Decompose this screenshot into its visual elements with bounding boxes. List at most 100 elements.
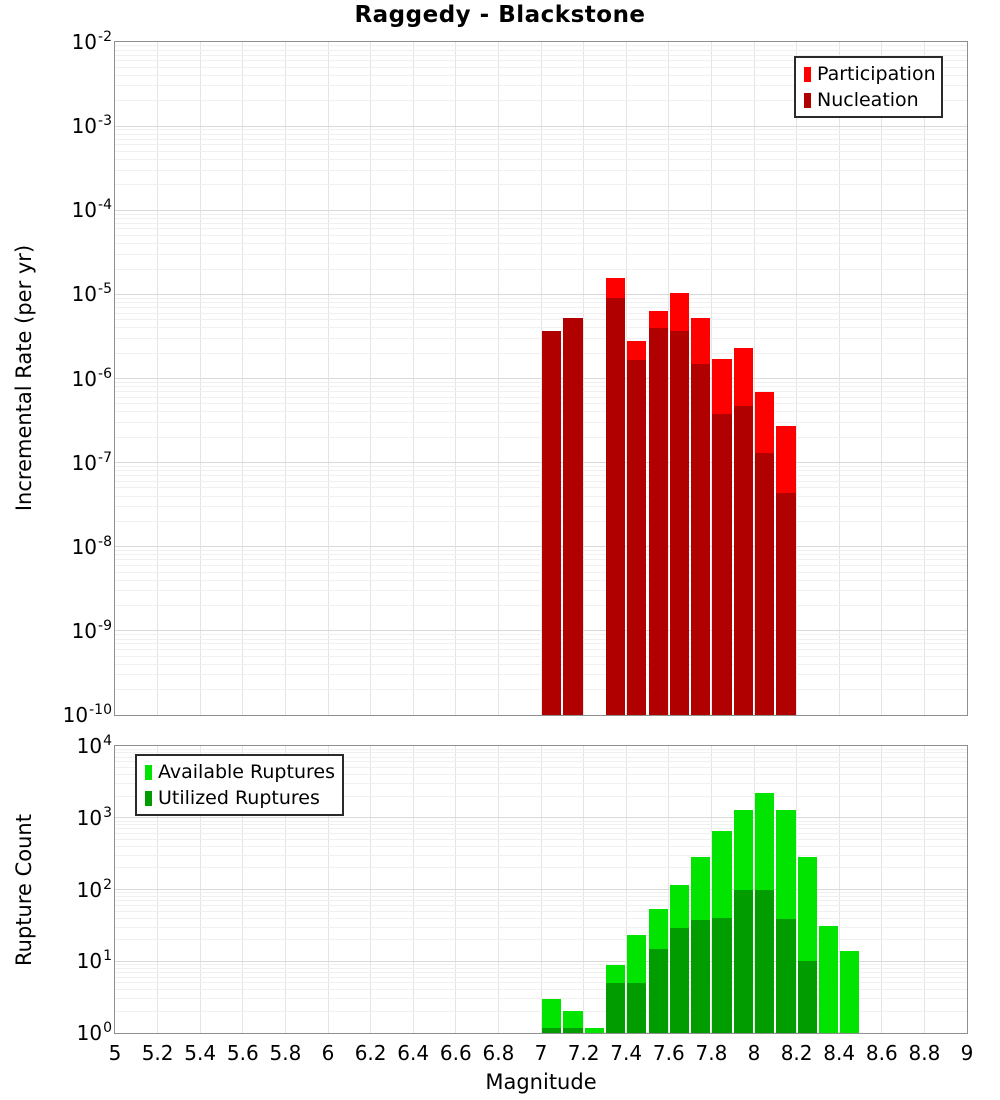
gridline-minor (115, 655, 967, 657)
gridline-minor (115, 904, 967, 906)
gridline-minor (115, 297, 967, 299)
x-tick-label: 8.4 (823, 1041, 856, 1065)
gridline-minor (115, 421, 967, 423)
gridline-minor (115, 828, 967, 830)
utilized-ruptures-bar (627, 982, 647, 1033)
gridline-minor (115, 571, 967, 573)
gridline-minor (115, 436, 967, 438)
y-tick-label: 10-10 (62, 702, 112, 727)
gridline-minor (115, 590, 967, 592)
x-tick-label: 7 (534, 1041, 548, 1065)
x-tick-label: 8.8 (908, 1041, 941, 1065)
gridline-minor (115, 892, 967, 894)
gridline-minor (115, 559, 967, 561)
gridline-minor (115, 964, 967, 966)
gridline-minor (115, 465, 967, 467)
x-tick-label: 6.6 (439, 1041, 472, 1065)
x-tick-label: 7.4 (610, 1041, 643, 1065)
nucleation-bar (563, 317, 583, 715)
utilized-ruptures-bar (669, 928, 690, 1033)
gridline-minor (115, 767, 967, 769)
gridline-minor (115, 337, 967, 339)
y-tick-label: 104 (76, 733, 112, 758)
x-tick-label: 6.4 (397, 1041, 430, 1065)
gridline-minor (115, 982, 967, 984)
legend-item-participation: Participation (804, 61, 936, 87)
gridline-minor (115, 495, 967, 497)
x-tick-label: 7.2 (567, 1041, 600, 1065)
legend-item-utilized-ruptures: Utilized Ruptures (145, 785, 334, 811)
gridline-minor (115, 900, 967, 902)
x-axis-title: Magnitude (485, 1070, 597, 1094)
gridline-minor (115, 634, 967, 636)
x-tick-label: 5.8 (269, 1041, 302, 1065)
gridline-minor (115, 564, 967, 566)
utilized-ruptures-bar (755, 890, 775, 1033)
gridline-major (115, 378, 967, 379)
y-tick-label: 10-6 (71, 365, 112, 391)
gridline-major (115, 546, 967, 548)
y-tick-label: 10-9 (71, 617, 112, 643)
gridline-minor (115, 228, 967, 230)
gridline-major (115, 293, 967, 295)
available-ruptures-bar (542, 998, 562, 1033)
x-tick-label: 6 (321, 1041, 335, 1065)
y-tick-label: 10-4 (71, 197, 112, 223)
x-tick-label: 5.2 (141, 1041, 174, 1065)
gridline-minor (115, 268, 967, 270)
y-tick-label: 102 (76, 876, 112, 902)
utilized-ruptures-bar (712, 918, 732, 1033)
y-tick-label: 10-2 (71, 29, 112, 54)
gridline-minor (115, 480, 967, 482)
nucleation-bar (755, 453, 775, 715)
gridline-minor (115, 411, 967, 413)
y-tick-label: 10-5 (71, 281, 112, 307)
available-ruptures-bar (840, 950, 860, 1033)
gridline-minor (115, 49, 967, 51)
gridline-minor (115, 752, 967, 754)
x-tick-label: 8 (747, 1041, 761, 1065)
gridline-minor (115, 66, 967, 68)
incremental-rate-plot-area (114, 41, 968, 716)
gridline-minor (115, 638, 967, 640)
gridline-minor (115, 910, 967, 912)
gridline-minor (115, 579, 967, 581)
gridline-minor (115, 475, 967, 477)
gridline-minor (115, 998, 967, 1000)
legend-label-participation: Participation (817, 63, 936, 85)
utilized-ruptures-bar (733, 890, 753, 1033)
gridline-minor (115, 820, 967, 822)
gridline-minor (115, 487, 967, 489)
utilized-ruptures-bar (542, 1028, 562, 1033)
gridline-minor (115, 833, 967, 835)
gridline-minor (115, 381, 967, 383)
gridline-minor (115, 520, 967, 522)
gridline-minor (115, 689, 967, 691)
y-tick-label: 100 (76, 1020, 112, 1045)
gridline-minor (115, 470, 967, 472)
nucleation-bar (605, 298, 626, 715)
gridline-minor (115, 319, 967, 321)
x-tick-label: 6.8 (482, 1041, 515, 1065)
gridline-minor (115, 989, 967, 991)
gridline-minor (115, 391, 967, 393)
nucleation-bar (712, 413, 732, 715)
legend-label-available-ruptures: Available Ruptures (158, 761, 335, 783)
gridline-minor (115, 783, 967, 785)
gridline-major (115, 630, 967, 632)
legend-label-utilized-ruptures: Utilized Ruptures (158, 787, 320, 809)
gridline-minor (115, 550, 967, 552)
legend-item-nucleation: Nucleation (804, 87, 933, 113)
x-tick-label: 5.6 (226, 1041, 259, 1065)
gridline-minor (115, 845, 967, 847)
gridline-minor (115, 235, 967, 237)
gridline-major (115, 817, 967, 819)
gridline-minor (115, 129, 967, 131)
gridline-minor (115, 926, 967, 928)
utilized-ruptures-bar (691, 920, 711, 1033)
gridline-minor (115, 971, 967, 973)
x-tick-label: 7.8 (695, 1041, 728, 1065)
y-tick-label: 10-3 (71, 113, 112, 139)
participation-swatch-icon (804, 66, 811, 82)
